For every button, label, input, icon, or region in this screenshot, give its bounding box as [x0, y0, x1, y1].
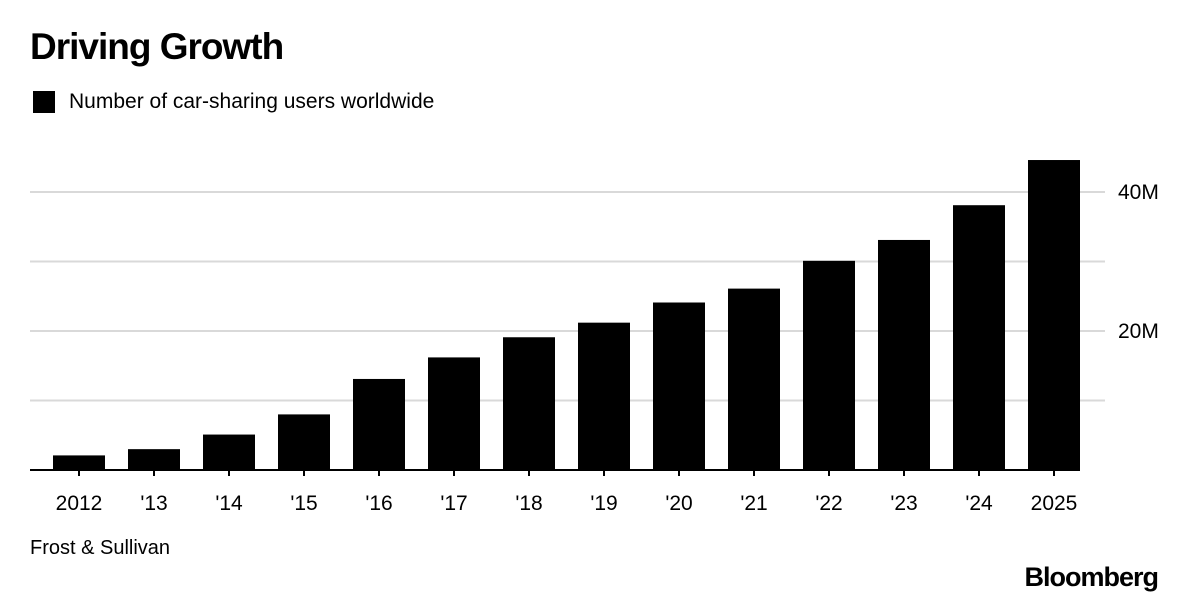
bar-17: [428, 357, 480, 470]
bar-19: [578, 322, 630, 470]
x-tick-label: '22: [815, 492, 842, 515]
bar-18: [503, 337, 555, 470]
x-tick-label: '24: [965, 492, 993, 515]
x-tick-label: 2025: [1031, 492, 1078, 515]
bar-20: [653, 302, 705, 470]
bars: [53, 160, 1080, 470]
bar-23: [878, 239, 930, 470]
x-tick-label: '23: [890, 492, 917, 515]
x-tick-label: '15: [290, 492, 317, 515]
legend-label: Number of car-sharing users worldwide: [69, 90, 435, 113]
chart-title: Driving Growth: [30, 26, 284, 67]
x-tick-label: '17: [440, 492, 467, 515]
bar-14: [203, 434, 255, 470]
x-tick-label: '19: [590, 492, 617, 515]
y-tick-label: 40M: [1118, 181, 1159, 204]
legend-swatch: [33, 91, 55, 113]
x-tick-label: '13: [140, 492, 167, 515]
bloomberg-logo: Bloomberg: [1024, 562, 1159, 592]
source-note: Frost & Sullivan: [30, 537, 171, 559]
bar-16: [353, 378, 405, 470]
bar-24: [953, 205, 1005, 470]
bar-22: [803, 260, 855, 470]
gridlines: [30, 191, 1105, 402]
bar-13: [128, 449, 180, 470]
x-tick-label: '14: [215, 492, 243, 515]
x-tick-label: 2012: [56, 492, 103, 515]
x-axis-labels: 2012 '13 '14 '15 '16 '17 '18 '19 '20 '21 '22 '23 '24…: [56, 492, 1078, 515]
y-tick-label: 20M: [1118, 320, 1159, 343]
x-tick-label: '16: [365, 492, 392, 515]
bar-21: [728, 288, 780, 470]
x-tick-label: '21: [740, 492, 767, 515]
bar-2025: [1028, 160, 1080, 470]
bar-15: [278, 414, 330, 470]
y-axis-labels: 20M 40M: [1118, 181, 1159, 343]
x-tick-label: '20: [665, 492, 692, 515]
baseline: [30, 469, 1080, 476]
x-tick-label: '18: [515, 492, 542, 515]
legend: Number of car-sharing users worldwide: [33, 90, 434, 114]
bar-2012: [53, 455, 105, 470]
